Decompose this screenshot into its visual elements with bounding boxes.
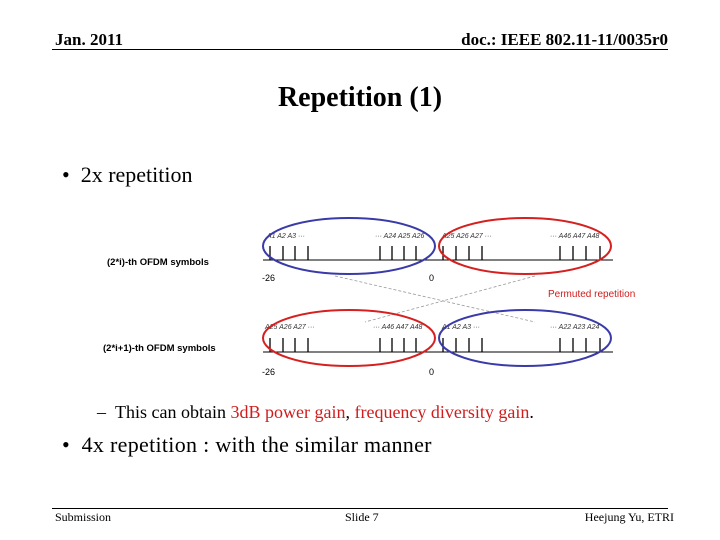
cross-line-a (334, 275, 536, 323)
cross-line-b (364, 275, 536, 323)
row2-tick-neg26: -26 (262, 367, 275, 377)
bullet-4x-repetition: • 4x repetition : with the similar manne… (62, 432, 432, 458)
row2-label: (2*i+1)-th OFDM symbols (103, 343, 216, 354)
sub-bullet-sep: , (345, 402, 355, 422)
bullet-2x-repetition: • 2x repetition (62, 162, 193, 188)
bullet-dot: • (62, 162, 81, 187)
footer-submission: Submission (55, 510, 112, 524)
bullet-text: 4x repetition : with the similar manner (81, 432, 432, 457)
row2-symbols-right2: ··· A22 A23 A24 (550, 324, 600, 331)
row1-tick-zero: 0 (429, 273, 434, 283)
row2-ticks (269, 338, 601, 352)
row2-red-ellipse (262, 309, 436, 367)
power-gain-text: 3dB power gain (230, 402, 346, 422)
repetition-figure: (2*i)-th OFDM symbols A1 A2 A3 ··· ··· A… (95, 212, 655, 387)
row1-tick-neg26: -26 (262, 273, 275, 283)
row1-symbols-right2: ··· A46 A47 A48 (550, 233, 600, 240)
row2-blue-ellipse (438, 309, 612, 367)
row1-symbols-mid: ··· A24 A25 A26 (375, 233, 425, 240)
slide-title: Repetition (1) (277, 82, 443, 113)
row2-tick-zero: 0 (429, 367, 434, 377)
row2-symbols-left: A25 A26 A27 ··· (264, 324, 315, 331)
header-date: Jan. 2011 (55, 30, 124, 49)
sub-bullet-prefix: This can obtain (115, 402, 231, 422)
permuted-repetition-label: Permuted repetition (548, 289, 635, 300)
footer-rule (52, 508, 668, 509)
sub-bullet-dash: – (97, 402, 115, 422)
sub-bullet-gain: – This can obtain 3dB power gain, freque… (97, 402, 534, 423)
bullet-dot: • (62, 432, 82, 457)
diversity-gain-text: frequency diversity gain (354, 402, 530, 422)
row2-symbols-mid: ··· A46 A47 A48 (373, 324, 423, 331)
row1-symbols-right1: A25 A26 A27 ··· (441, 233, 492, 240)
header-doc-id: doc.: IEEE 802.11-11/0035r0 (461, 30, 668, 49)
header-rule (52, 49, 668, 50)
row1-label: (2*i)-th OFDM symbols (107, 257, 209, 268)
bullet-text: 2x repetition (80, 162, 193, 187)
row1-red-ellipse (438, 217, 612, 275)
row1-ticks (269, 246, 601, 260)
row1-symbols-left: A1 A2 A3 ··· (266, 233, 305, 240)
row1-blue-ellipse (262, 217, 436, 275)
footer-author: Heejung Yu, ETRI (584, 510, 674, 524)
sub-bullet-end: . (529, 402, 534, 422)
row2-symbols-right1: A1 A2 A3 ··· (441, 324, 480, 331)
footer-slide-number: Slide 7 (345, 510, 379, 524)
